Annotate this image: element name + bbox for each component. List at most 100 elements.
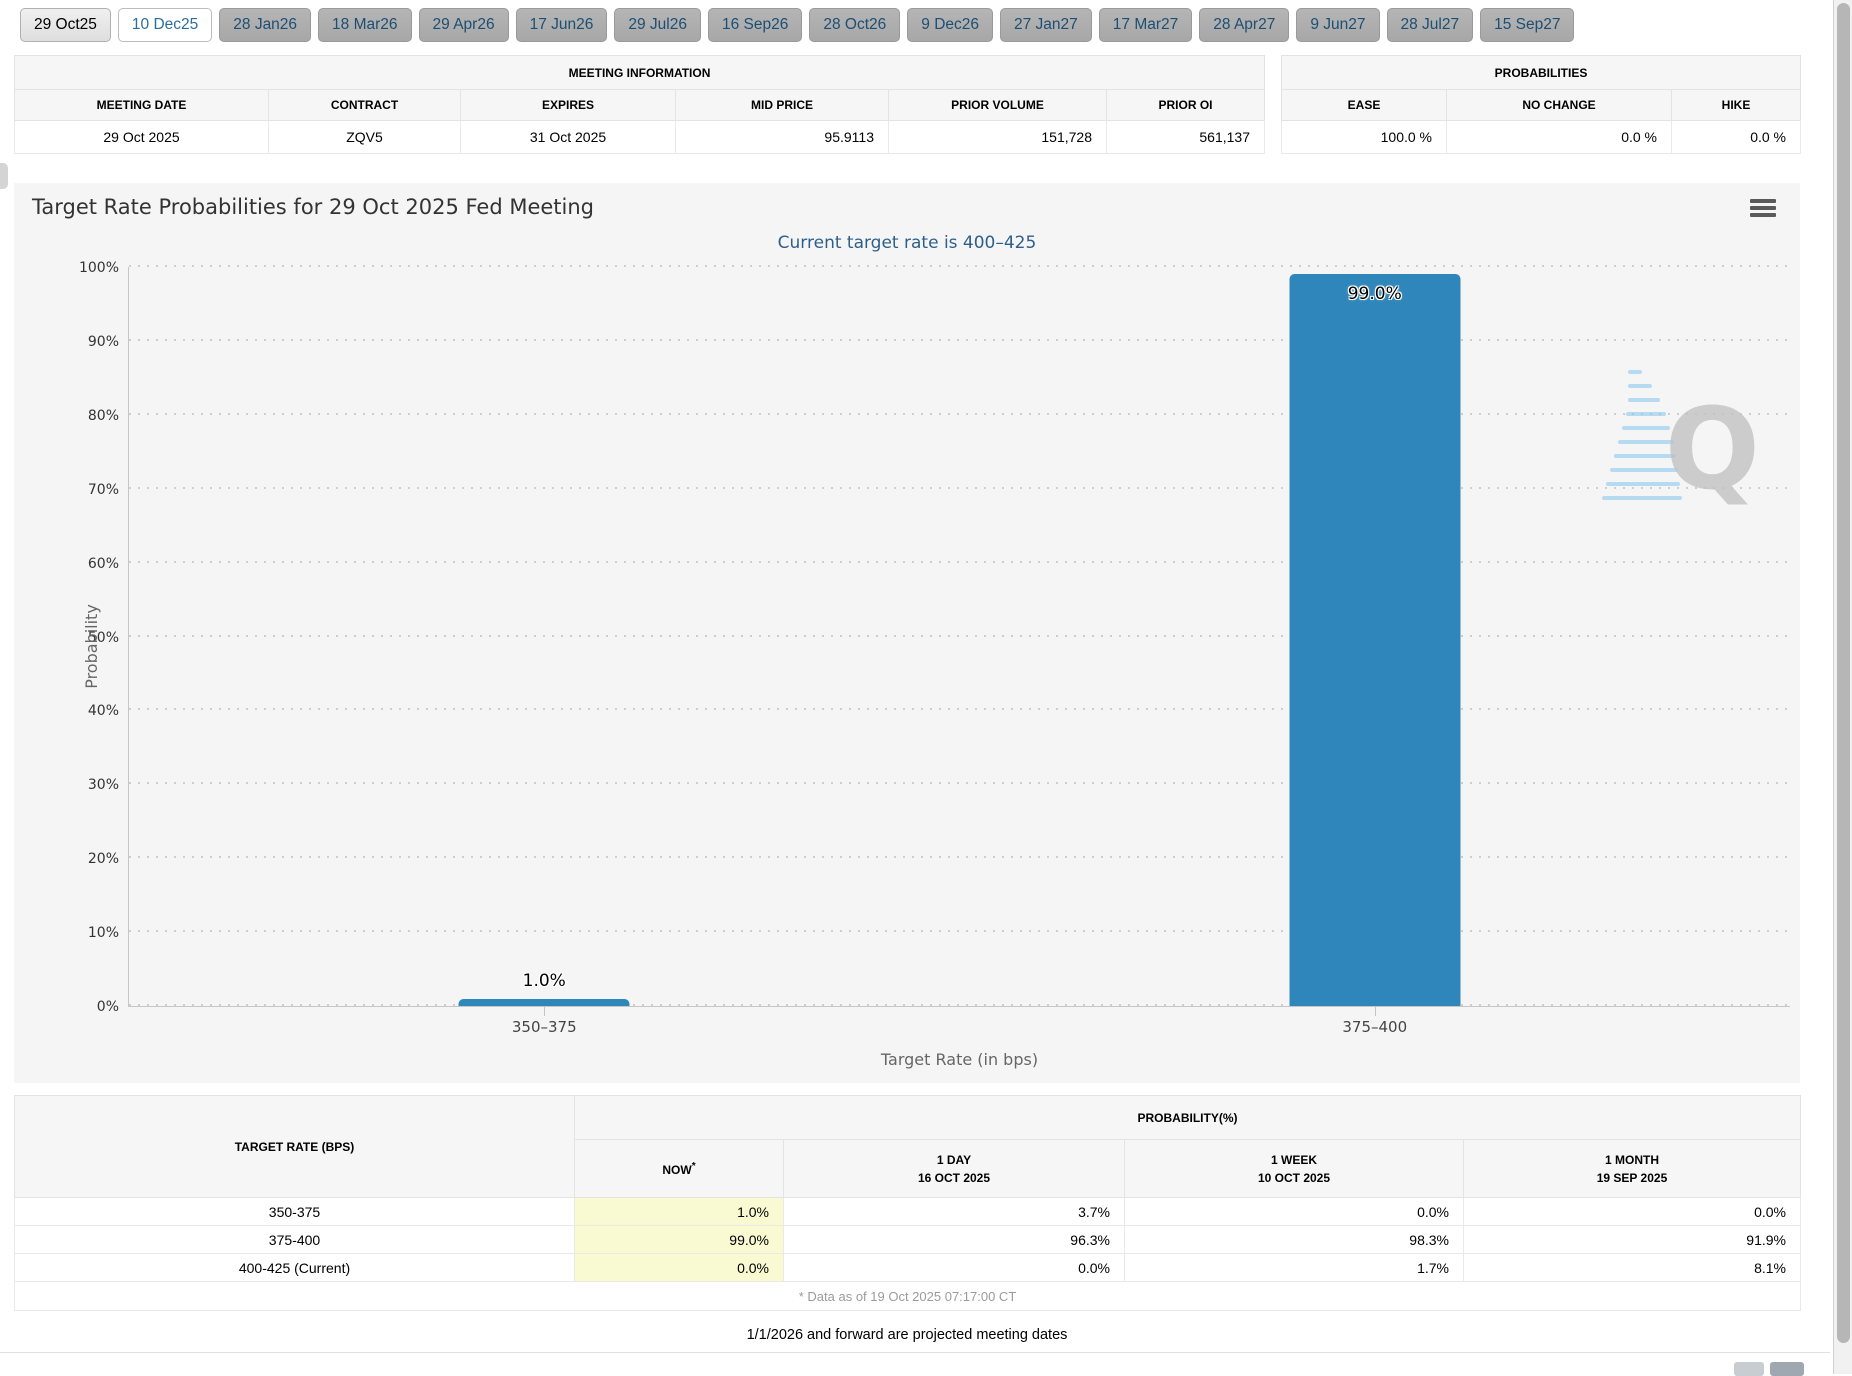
mid-price-value: 95.9113: [675, 120, 889, 154]
x-axis-title: Target Rate (in bps): [880, 1050, 1039, 1069]
q-logo: Q: [1664, 385, 1760, 515]
prior-volume-value: 151,728: [888, 120, 1107, 154]
tab-meeting-date[interactable]: 17 Mar27: [1098, 8, 1193, 42]
y-tick-label: 60%: [87, 555, 119, 572]
contract-value: ZQV5: [268, 120, 461, 154]
quikstrike-watermark: Q: [1570, 362, 1760, 582]
table-row: 400-425 (Current) 0.0% 0.0% 1.7% 8.1%: [14, 1253, 1801, 1282]
col-contract: CONTRACT: [268, 89, 461, 121]
ease-value: 100.0 %: [1281, 120, 1447, 154]
y-tick-label: 70%: [87, 481, 119, 498]
meeting-information-table: MEETING INFORMATION MEETING DATE CONTRAC…: [14, 55, 1265, 154]
y-tick-label: 0%: [96, 999, 119, 1015]
vertical-scrollbar[interactable]: [1833, 0, 1852, 1374]
col-mid-price: MID PRICE: [675, 89, 889, 121]
x-category-label: 350–375: [511, 1018, 577, 1036]
tab-meeting-date[interactable]: 9 Jun27: [1296, 8, 1380, 42]
scrollbar-thumb[interactable]: [1837, 3, 1850, 1343]
bar-375-400[interactable]: [1289, 274, 1461, 1006]
gridline: [129, 856, 1790, 859]
bar-value-label: 1.0%: [522, 970, 566, 991]
meeting-date-value: 29 Oct 2025: [14, 120, 269, 154]
tab-meeting-date[interactable]: 28 Apr27: [1199, 8, 1290, 42]
bar-350-375[interactable]: [458, 998, 630, 1006]
week-cell: 98.3%: [1124, 1225, 1464, 1254]
y-tick-label: 50%: [87, 629, 119, 646]
plot-area: 0% 10% 20% 30% 40% 50% 60% 70% 80% 90% 1…: [79, 260, 1790, 1069]
hike-value: 0.0 %: [1670, 120, 1802, 154]
table-row: 350-375 1.0% 3.7% 0.0% 0.0%: [14, 1197, 1801, 1226]
gridline: [129, 338, 1790, 341]
week-cell: 0.0%: [1124, 1197, 1464, 1226]
x-category-label: 375–400: [1342, 1018, 1408, 1036]
data-as-of-note: * Data as of 19 Oct 2025 07:17:00 CT: [14, 1281, 1801, 1311]
gridline: [129, 930, 1790, 933]
y-axis-title: Probability: [81, 603, 101, 689]
month-cell: 8.1%: [1463, 1253, 1801, 1282]
tab-meeting-date[interactable]: 28 Oct26: [809, 8, 901, 42]
tab-meeting-date[interactable]: 29 Apr26: [418, 8, 509, 42]
x-tick: [544, 1006, 546, 1016]
col-meeting-date: MEETING DATE: [14, 89, 269, 121]
gridline: [129, 486, 1790, 489]
tab-meeting-date[interactable]: 9 Dec26: [907, 8, 993, 42]
projected-dates-note: 1/1/2026 and forward are projected meeti…: [746, 1327, 1068, 1343]
col-hike: HIKE: [1670, 89, 1802, 121]
day-cell: 3.7%: [783, 1197, 1125, 1226]
probability-group-header: PROBABILITY(%): [574, 1095, 1801, 1140]
meeting-date-tabbar: 29 Oct25 10 Dec25 28 Jan26 18 Mar26 29 A…: [20, 8, 1575, 42]
divider: [0, 1352, 1830, 1353]
month-cell: 91.9%: [1463, 1225, 1801, 1254]
col-prior-volume: PRIOR VOLUME: [888, 89, 1107, 121]
target-rate-chart: Target Rate Probabilities for 29 Oct 202…: [14, 183, 1800, 1083]
gridline: [129, 708, 1790, 711]
tab-meeting-date[interactable]: 18 Mar26: [318, 8, 412, 42]
now-cell: 0.0%: [574, 1253, 784, 1282]
probability-history-table: TARGET RATE (BPS) PROBABILITY(%) NOW* 1 …: [14, 1095, 1801, 1311]
col-1-week: 1 WEEK 10 OCT 2025: [1124, 1139, 1464, 1198]
tab-meeting-date[interactable]: 29 Oct25: [20, 8, 111, 42]
tab-meeting-date[interactable]: 29 Jul26: [614, 8, 701, 42]
y-tick-label: 30%: [87, 777, 119, 794]
hamburger-menu-icon[interactable]: [1750, 199, 1776, 217]
gridline: [129, 634, 1790, 637]
y-tick-label: 10%: [87, 925, 119, 942]
clipped-toolbar-icon[interactable]: [1770, 1362, 1804, 1376]
tab-meeting-date[interactable]: 17 Jun26: [515, 8, 608, 42]
rate-cell: 350-375: [14, 1197, 575, 1226]
col-1-day: 1 DAY 16 OCT 2025: [783, 1139, 1125, 1198]
meeting-info-row: 29 Oct 2025 ZQV5 31 Oct 2025 95.9113 151…: [14, 120, 1265, 154]
now-cell: 1.0%: [574, 1197, 784, 1226]
bar-value-label: 99.0%: [1347, 284, 1402, 305]
col-expires: EXPIRES: [460, 89, 676, 121]
tab-meeting-date[interactable]: 10 Dec25: [117, 8, 213, 42]
y-tick-label: 40%: [87, 703, 119, 720]
gridline: [129, 265, 1790, 267]
chart-subtitle: Current target rate is 400–425: [777, 233, 1037, 253]
tab-meeting-date[interactable]: 28 Jan26: [219, 8, 312, 42]
y-tick-label: 80%: [87, 407, 119, 424]
chart-title: Target Rate Probabilities for 29 Oct 202…: [32, 195, 594, 219]
clipped-edge-element: [0, 163, 8, 189]
y-tick-label: 100%: [78, 260, 119, 276]
no-change-value: 0.0 %: [1446, 120, 1672, 154]
target-rate-header: TARGET RATE (BPS): [14, 1095, 575, 1198]
day-cell: 96.3%: [783, 1225, 1125, 1254]
gridline: [129, 560, 1790, 563]
gridline: [129, 1004, 1790, 1006]
clipped-toolbar-icon[interactable]: [1734, 1362, 1764, 1376]
tab-meeting-date[interactable]: 16 Sep26: [707, 8, 803, 42]
expires-value: 31 Oct 2025: [460, 120, 676, 154]
y-tick-label: 20%: [87, 851, 119, 868]
tab-meeting-date[interactable]: 15 Sep27: [1480, 8, 1575, 42]
data-as-of-row: * Data as of 19 Oct 2025 07:17:00 CT: [14, 1281, 1801, 1311]
probabilities-title: PROBABILITIES: [1280, 55, 1802, 90]
col-1-month: 1 MONTH 19 SEP 2025: [1463, 1139, 1801, 1198]
tab-meeting-date[interactable]: 28 Jul27: [1386, 8, 1474, 42]
table-row: 375-400 99.0% 96.3% 98.3% 91.9%: [14, 1225, 1801, 1254]
asterisk: *: [691, 1160, 696, 1172]
tab-meeting-date[interactable]: 27 Jan27: [1000, 8, 1092, 42]
now-cell: 99.0%: [574, 1225, 784, 1254]
prior-oi-value: 561,137: [1106, 120, 1265, 154]
day-cell: 0.0%: [783, 1253, 1125, 1282]
